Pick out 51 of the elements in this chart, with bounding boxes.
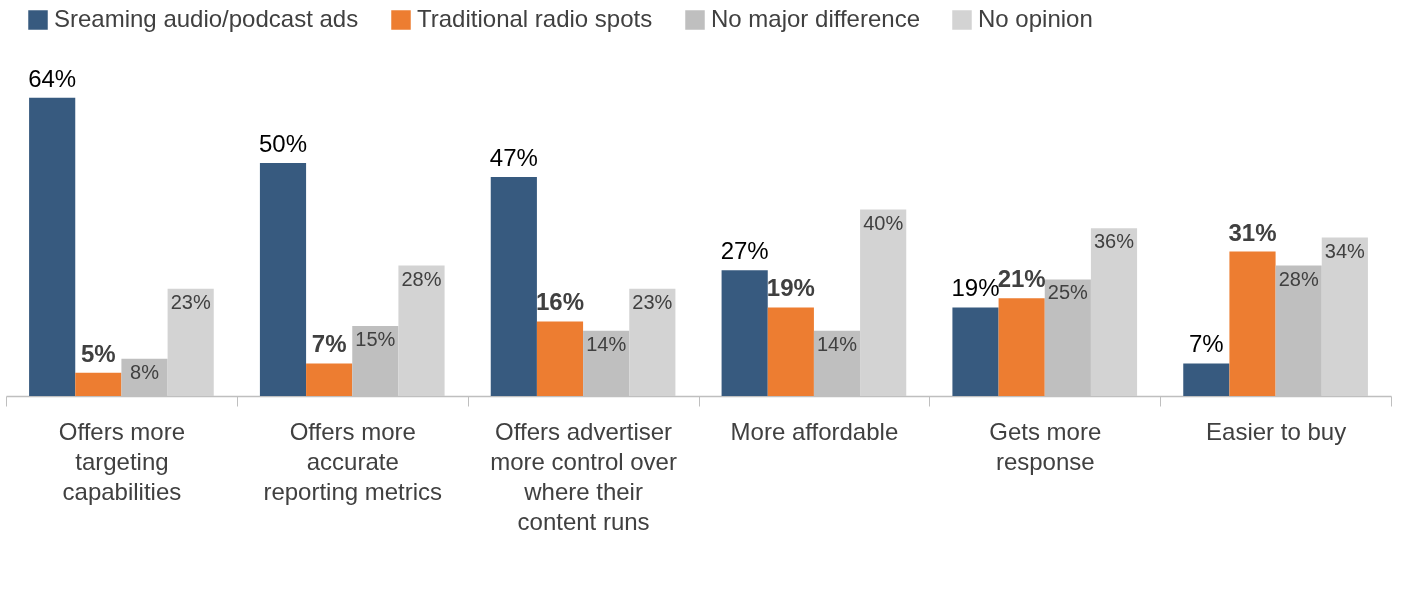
bar bbox=[767, 307, 814, 396]
legend-label: Traditional radio spots bbox=[417, 5, 653, 32]
bar bbox=[167, 288, 214, 396]
legend-label: No opinion bbox=[978, 5, 1093, 32]
x-tick-label: More affordable bbox=[730, 417, 899, 445]
bar bbox=[952, 307, 999, 396]
data-label: 28% bbox=[1278, 267, 1319, 290]
data-label: 31% bbox=[1228, 218, 1277, 246]
bar bbox=[259, 163, 307, 396]
bar bbox=[860, 209, 907, 396]
data-label: 14% bbox=[816, 332, 858, 355]
data-label: 25% bbox=[1047, 281, 1089, 304]
bar bbox=[29, 97, 76, 396]
x-tick-label: Offers advertiser more control over where their content runs bbox=[490, 417, 677, 535]
bar bbox=[490, 176, 537, 396]
data-label: 34% bbox=[1324, 239, 1366, 262]
bar bbox=[75, 372, 122, 396]
data-label: 23% bbox=[170, 290, 211, 313]
data-label: 14% bbox=[586, 332, 627, 355]
data-label: 16% bbox=[535, 288, 585, 316]
bar bbox=[306, 363, 353, 396]
bar bbox=[1229, 251, 1276, 396]
x-tick-label: Easier to buy bbox=[1206, 417, 1347, 445]
data-label: 8% bbox=[130, 360, 160, 383]
bar bbox=[629, 288, 676, 396]
data-label: 28% bbox=[401, 267, 442, 290]
data-label: 40% bbox=[863, 211, 904, 234]
x-tick-label: Offers more targeting capabilities bbox=[58, 417, 186, 505]
data-label: 27% bbox=[720, 237, 769, 265]
bar bbox=[1090, 228, 1138, 396]
data-label: 47% bbox=[489, 143, 538, 171]
x-tick-label: Offers more accurate reporting metrics bbox=[263, 417, 443, 505]
data-label: 15% bbox=[355, 328, 396, 351]
data-label: 19% bbox=[766, 274, 815, 302]
bar bbox=[1183, 363, 1230, 396]
bar bbox=[998, 298, 1045, 396]
x-tick-label: Gets more response bbox=[989, 417, 1102, 475]
data-label: 7% bbox=[1188, 330, 1224, 358]
data-label: 7% bbox=[311, 330, 347, 358]
data-label: 23% bbox=[632, 290, 673, 313]
legend-label: No major difference bbox=[711, 5, 920, 32]
bar bbox=[1321, 237, 1368, 396]
data-label: 64% bbox=[28, 64, 77, 92]
data-label: 19% bbox=[951, 274, 1000, 302]
bar bbox=[721, 270, 768, 396]
bar bbox=[398, 265, 445, 396]
data-label: 5% bbox=[80, 339, 116, 367]
data-label: 36% bbox=[1093, 230, 1135, 253]
legend-label: Sreaming audio/podcast ads bbox=[54, 5, 359, 32]
data-label: 50% bbox=[258, 130, 308, 157]
bar bbox=[536, 321, 584, 396]
